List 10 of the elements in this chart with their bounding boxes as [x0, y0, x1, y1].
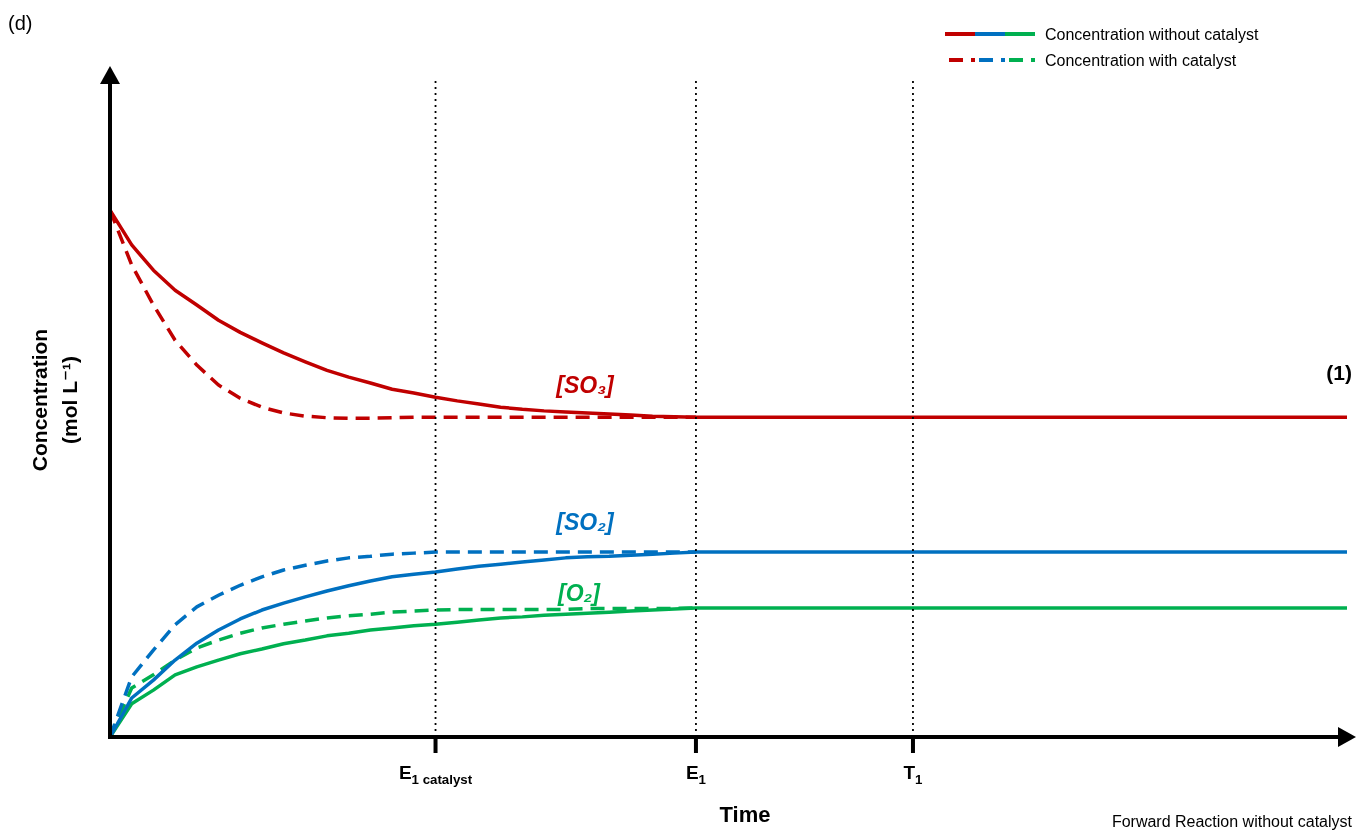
text: Forward Reaction without catalyst [1111, 813, 1353, 830]
text: (d) [8, 12, 33, 34]
legend-label: Concentration with catalyst [1045, 52, 1237, 69]
annotation: [SO₂] [555, 509, 615, 535]
annotation: [SO₃] [555, 372, 616, 398]
annotation: (1) [1326, 361, 1352, 384]
legend-label: Concentration without catalyst [1045, 26, 1259, 43]
x-axis-title: Time [719, 802, 771, 827]
y-axis-title: Concentration (mol L⁻¹) [28, 328, 81, 472]
annotation: [O₂] [557, 580, 602, 606]
